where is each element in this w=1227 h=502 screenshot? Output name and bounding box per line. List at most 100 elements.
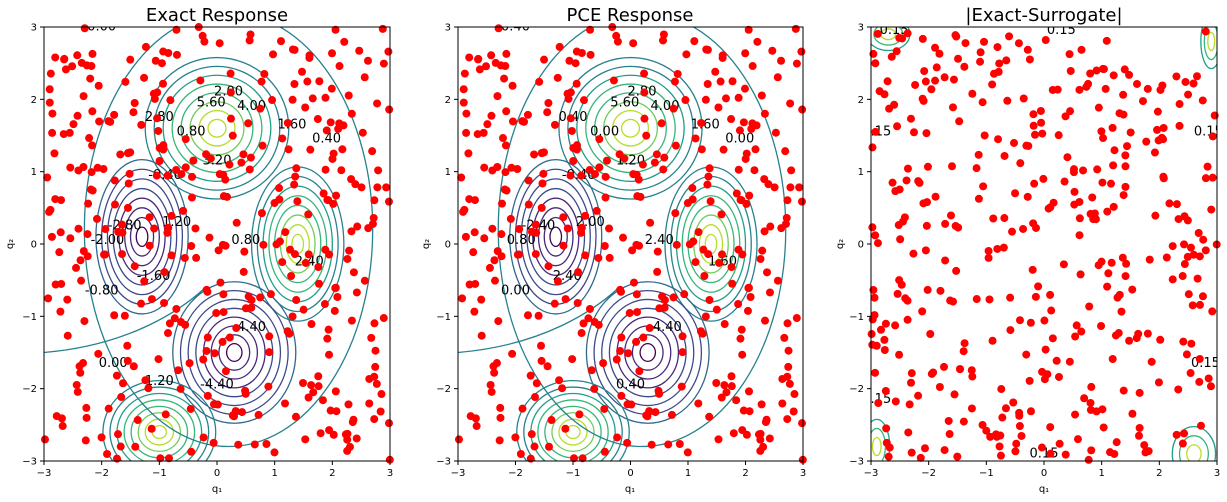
sample-point <box>904 428 913 437</box>
x-tick-label: 2 <box>1156 468 1162 479</box>
sample-point <box>1208 173 1217 182</box>
sample-point <box>1037 118 1046 127</box>
sample-point <box>487 111 496 120</box>
sample-point <box>768 46 777 55</box>
sample-point <box>454 435 463 444</box>
sample-point <box>471 279 480 288</box>
x-tick-label: 2 <box>742 468 748 479</box>
sample-point <box>1009 398 1018 407</box>
sample-point <box>1025 376 1034 385</box>
y-tick-label: −3 <box>22 457 37 468</box>
sample-point <box>313 115 322 124</box>
y-axis-label: q₂ <box>835 239 846 249</box>
sample-point <box>101 225 110 234</box>
sample-point <box>45 85 54 94</box>
sample-point <box>953 452 962 461</box>
sample-point <box>118 220 127 229</box>
sample-point <box>535 77 544 86</box>
sample-point <box>1029 121 1038 130</box>
contour-line <box>558 56 703 200</box>
sample-point <box>496 413 505 422</box>
sample-point <box>172 304 181 313</box>
sample-point <box>196 76 205 85</box>
sample-point <box>1047 306 1056 315</box>
sample-point <box>85 134 94 143</box>
sample-point <box>353 222 362 231</box>
sample-point <box>482 62 491 71</box>
y-tick-label: −2 <box>22 384 37 395</box>
sample-point <box>935 49 944 58</box>
sample-point <box>670 77 679 86</box>
sample-point <box>88 186 97 195</box>
sample-point <box>141 376 150 385</box>
sample-point <box>239 267 248 276</box>
sample-point <box>228 131 237 140</box>
sample-point <box>458 294 467 303</box>
sample-point <box>485 263 494 272</box>
sample-point <box>680 290 689 299</box>
sample-point <box>567 126 576 135</box>
x-axis-label: q₁ <box>212 484 222 495</box>
sample-point <box>176 384 185 393</box>
sample-point <box>163 329 172 338</box>
contour-label: 0.00 <box>87 20 116 35</box>
sample-point <box>985 295 994 304</box>
sample-point <box>309 388 318 397</box>
sample-point <box>976 48 985 57</box>
sample-point <box>244 119 253 128</box>
sample-point <box>632 337 641 346</box>
contour-line <box>537 207 574 267</box>
sample-point <box>281 228 290 237</box>
sample-point <box>1071 332 1080 341</box>
sample-point <box>377 390 386 399</box>
sample-point <box>1055 439 1064 448</box>
sample-point <box>760 227 769 236</box>
sample-point <box>343 435 352 444</box>
sample-point <box>998 413 1007 422</box>
sample-point <box>371 346 380 355</box>
sample-point <box>321 93 330 102</box>
sample-point <box>871 127 880 136</box>
sample-point <box>1011 447 1020 456</box>
sample-point <box>225 160 234 169</box>
sample-point <box>508 81 517 90</box>
sample-point <box>1104 269 1113 278</box>
sample-point <box>787 166 796 175</box>
sample-point <box>635 241 644 250</box>
sample-point <box>347 227 356 236</box>
sample-point <box>1000 214 1009 223</box>
sample-point <box>94 81 103 90</box>
sample-point <box>250 440 259 449</box>
sample-point <box>308 94 317 103</box>
sample-point <box>921 246 930 255</box>
sample-point <box>275 184 284 193</box>
sample-point <box>1178 439 1187 448</box>
sample-point <box>566 114 575 123</box>
sample-point <box>50 149 59 158</box>
sample-point <box>753 37 762 46</box>
x-tick-label: 2 <box>329 468 335 479</box>
sample-point <box>159 79 168 88</box>
sample-point <box>667 410 676 419</box>
sample-point <box>926 330 935 339</box>
sample-point <box>1003 96 1012 105</box>
sample-point <box>523 311 532 320</box>
sample-point <box>1086 398 1095 407</box>
sample-point <box>40 435 49 444</box>
sample-point <box>157 59 166 68</box>
sample-point <box>659 36 668 45</box>
sample-point <box>1022 350 1031 359</box>
sample-point <box>465 195 474 204</box>
sample-point <box>1207 205 1216 214</box>
sample-point <box>133 416 142 425</box>
sample-point <box>798 419 807 428</box>
sample-point <box>868 340 877 349</box>
sample-point <box>1102 36 1111 45</box>
sample-point <box>200 37 209 46</box>
sample-point <box>577 223 586 232</box>
x-tick-label: −2 <box>508 468 523 479</box>
sample-point <box>258 141 267 150</box>
sample-point <box>1208 132 1217 141</box>
sample-point <box>291 412 300 421</box>
sample-point <box>994 67 1003 76</box>
